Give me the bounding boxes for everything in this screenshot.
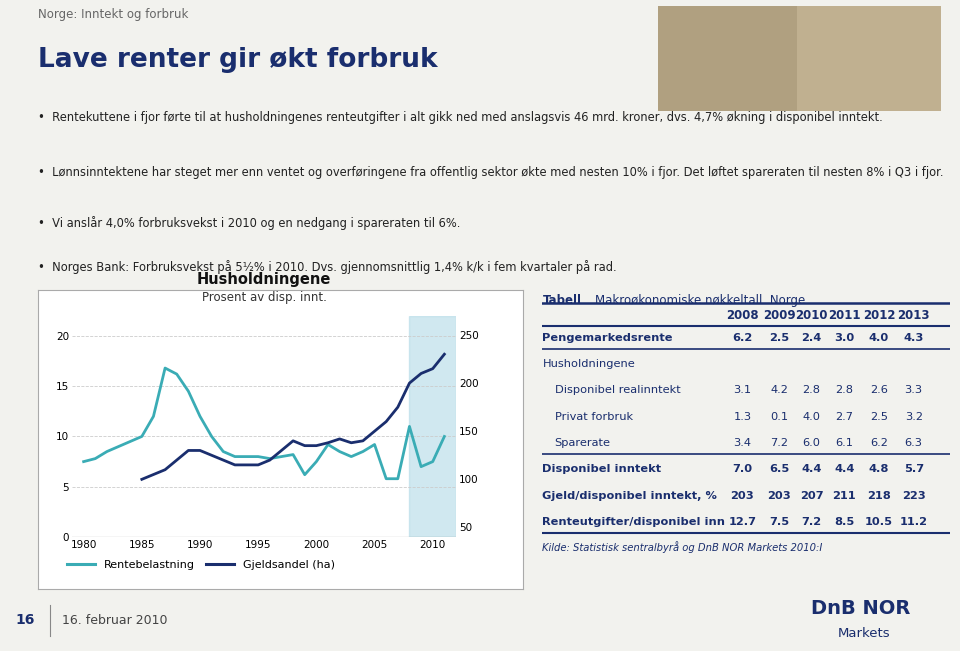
Text: Husholdningene: Husholdningene (197, 272, 331, 287)
Text: Disponibel inntekt: Disponibel inntekt (542, 464, 661, 475)
Text: 2011: 2011 (828, 309, 860, 322)
Text: 8.5: 8.5 (834, 517, 854, 527)
Text: 6.5: 6.5 (769, 464, 789, 475)
Text: Husholdningene: Husholdningene (542, 359, 636, 369)
Text: 7.2: 7.2 (802, 517, 822, 527)
Text: 4.0: 4.0 (803, 411, 821, 422)
Text: 0.1: 0.1 (770, 411, 788, 422)
Text: 7.5: 7.5 (769, 517, 789, 527)
Text: 2.8: 2.8 (835, 385, 853, 395)
Text: 4.4: 4.4 (802, 464, 822, 475)
Text: 2.5: 2.5 (870, 411, 888, 422)
Text: Prosent av disp. innt.: Prosent av disp. innt. (202, 290, 326, 303)
Text: Renteutgifter/disponibel inn: Renteutgifter/disponibel inn (542, 517, 726, 527)
Text: 4.4: 4.4 (834, 464, 854, 475)
Text: 16. februar 2010: 16. februar 2010 (62, 614, 168, 626)
Text: 7.2: 7.2 (770, 438, 788, 448)
Text: 3.1: 3.1 (733, 385, 752, 395)
Text: 2010: 2010 (796, 309, 828, 322)
Text: Privat forbruk: Privat forbruk (555, 411, 633, 422)
Text: 2.5: 2.5 (769, 333, 789, 342)
Text: •  Lønnsinntektene har steget mer enn ventet og overføringene fra offentlig sekt: • Lønnsinntektene har steget mer enn ven… (38, 166, 944, 179)
Text: 2009: 2009 (763, 309, 795, 322)
Text: 3.4: 3.4 (733, 438, 752, 448)
Text: •  Norges Bank: Forbruksvekst på 5½% i 2010. Dvs. gjennomsnittlig 1,4% k/k i fem: • Norges Bank: Forbruksvekst på 5½% i 20… (38, 260, 617, 274)
Text: Gjeld/disponibel inntekt, %: Gjeld/disponibel inntekt, % (542, 491, 717, 501)
Text: 203: 203 (767, 491, 791, 501)
Text: DnB NOR: DnB NOR (811, 600, 911, 618)
Text: Norge: Inntekt og forbruk: Norge: Inntekt og forbruk (38, 8, 189, 21)
Text: 4.8: 4.8 (869, 464, 889, 475)
Text: 4.2: 4.2 (770, 385, 788, 395)
Text: •  Vi anslår 4,0% forbruksvekst i 2010 og en nedgang i spareraten til 6%.: • Vi anslår 4,0% forbruksvekst i 2010 og… (38, 216, 461, 230)
Text: 207: 207 (800, 491, 824, 501)
Text: 12.7: 12.7 (729, 517, 756, 527)
Text: Lave renter gir økt forbruk: Lave renter gir økt forbruk (38, 47, 438, 73)
Text: Sparerate: Sparerate (555, 438, 611, 448)
Text: Disponibel realinntekt: Disponibel realinntekt (555, 385, 681, 395)
Text: 3.3: 3.3 (904, 385, 923, 395)
FancyBboxPatch shape (658, 5, 941, 111)
Text: Pengemarkedsrente: Pengemarkedsrente (542, 333, 673, 342)
Text: 223: 223 (901, 491, 925, 501)
Text: 2.7: 2.7 (835, 411, 853, 422)
Text: •  Rentekuttene i fjor førte til at husholdningenes renteutgifter i alt gikk ned: • Rentekuttene i fjor førte til at husho… (38, 111, 883, 124)
Text: Markets: Markets (838, 627, 890, 640)
Text: 2008: 2008 (726, 309, 758, 322)
Legend: Rentebelastning, Gjeldsandel (ha): Rentebelastning, Gjeldsandel (ha) (63, 555, 339, 575)
Text: 2.6: 2.6 (870, 385, 888, 395)
Text: 3.2: 3.2 (904, 411, 923, 422)
Text: 6.2: 6.2 (732, 333, 753, 342)
Text: 211: 211 (832, 491, 856, 501)
Text: 4.0: 4.0 (869, 333, 889, 342)
Text: Tabell: Tabell (542, 294, 582, 307)
Text: 6.2: 6.2 (870, 438, 888, 448)
Text: 10.5: 10.5 (865, 517, 893, 527)
Text: 2.4: 2.4 (802, 333, 822, 342)
Text: 6.1: 6.1 (835, 438, 853, 448)
Text: 218: 218 (867, 491, 891, 501)
Text: 2.8: 2.8 (803, 385, 821, 395)
Text: 4.3: 4.3 (903, 333, 924, 342)
Text: 16: 16 (15, 613, 35, 627)
Text: 6.3: 6.3 (904, 438, 923, 448)
Text: Makroøkonomiske nøkkeltall. Norge: Makroøkonomiske nøkkeltall. Norge (595, 294, 805, 307)
Text: 6.0: 6.0 (803, 438, 821, 448)
Text: 1.3: 1.3 (733, 411, 752, 422)
Text: 2012: 2012 (863, 309, 896, 322)
Text: 2013: 2013 (898, 309, 930, 322)
Text: 3.0: 3.0 (834, 333, 854, 342)
Text: 7.0: 7.0 (732, 464, 753, 475)
Text: Kilde: Statistisk sentralbyrå og DnB NOR Markets 2010:I: Kilde: Statistisk sentralbyrå og DnB NOR… (542, 540, 823, 553)
FancyBboxPatch shape (658, 5, 797, 111)
Text: 5.7: 5.7 (903, 464, 924, 475)
Text: 11.2: 11.2 (900, 517, 927, 527)
Text: 203: 203 (731, 491, 755, 501)
Bar (410, 316, 456, 537)
